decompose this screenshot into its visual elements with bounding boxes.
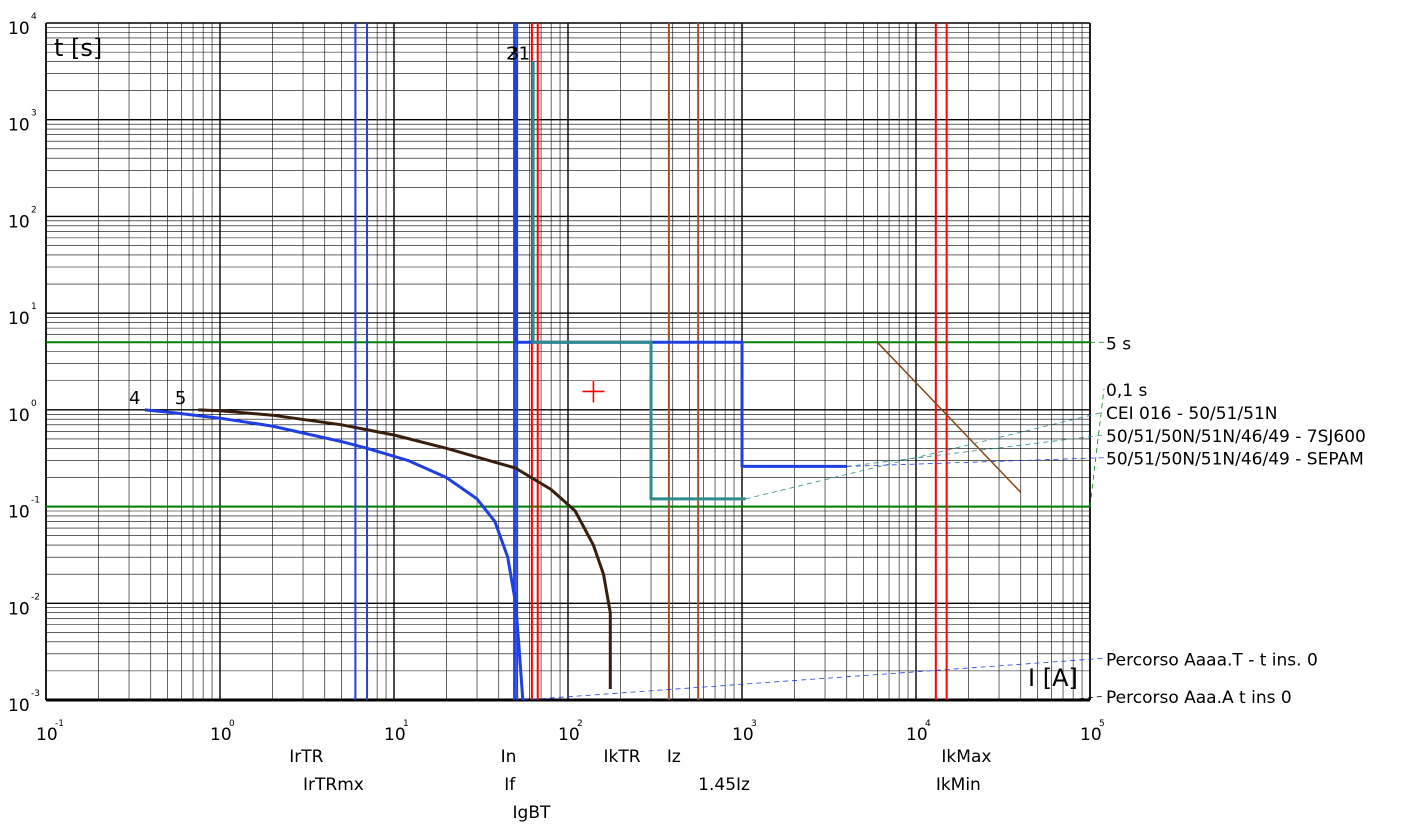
y-tick-label: 10 (8, 309, 30, 329)
curve-series-line (198, 408, 612, 689)
current-marker-label: IkTR (604, 747, 641, 767)
y-tick-exponent: -3 (31, 689, 40, 699)
x-tick-exponent: 5 (1099, 719, 1105, 729)
x-axis-title: I [A] (1028, 664, 1078, 692)
x-tick-exponent: -1 (55, 719, 64, 729)
y-tick-exponent: 2 (31, 205, 37, 215)
legend-leader (522, 657, 1105, 701)
curve-series-line (514, 61, 847, 468)
y-axis-title: t [s] (54, 34, 102, 62)
current-marker-label: Iz (667, 747, 681, 767)
y-tick-label: 10 (8, 503, 30, 523)
y-tick-label: 10 (8, 696, 30, 716)
legend-entry: CEI 016 - 50/51/51N (1106, 404, 1278, 424)
y-tick-label: 10 (8, 116, 30, 136)
x-tick-label: 10 (558, 725, 580, 745)
y-tick-exponent: 1 (31, 302, 37, 312)
x-tick-label: 10 (384, 725, 406, 745)
legend-entry: 50/51/50N/51N/46/49 - 7SJ600 (1106, 427, 1366, 447)
y-tick-label: 10 (8, 406, 30, 426)
curve-number-label: 4 (129, 388, 140, 409)
y-tick-exponent: 3 (31, 109, 37, 119)
curve-series-line (144, 408, 525, 701)
x-tick-label: 10 (1080, 725, 1102, 745)
y-tick-label: 10 (8, 19, 30, 39)
legend-leader (745, 411, 1105, 500)
legend-leader-lines (522, 341, 1105, 701)
x-tick-exponent: 1 (403, 719, 409, 729)
legend-entry: 5 s (1106, 334, 1131, 354)
current-marker-label: IkMin (936, 775, 981, 795)
curve-number-label: 2 (506, 43, 517, 64)
current-marker-label: IgBT (513, 803, 551, 823)
current-marker-label: If (504, 775, 516, 795)
y-tick-exponent: -2 (31, 592, 40, 602)
current-marker-label: IrTRmx (303, 775, 364, 795)
curve-series-line (531, 61, 746, 501)
x-tick-exponent: 0 (229, 719, 235, 729)
grid-major (45, 22, 1091, 702)
x-tick-label: 10 (732, 725, 754, 745)
legend-entry: 50/51/50N/51N/46/49 - SEPAM (1106, 450, 1364, 470)
y-tick-label: 10 (8, 599, 30, 619)
curve-number-label: 3 (508, 43, 519, 64)
x-tick-exponent: 2 (577, 719, 583, 729)
legend-leader (846, 434, 1105, 467)
legend-entry: 0,1 s (1106, 381, 1147, 401)
legend-entry: Percorso Aaa.A t ins 0 (1106, 688, 1292, 708)
current-marker-label: In (501, 747, 517, 767)
curve-series-line (876, 341, 1022, 493)
y-tick-exponent: 4 (31, 12, 37, 22)
current-marker-label: 1.45Iz (698, 775, 750, 795)
current-marker-label: IrTR (289, 747, 323, 767)
current-marker-label: IkMax (941, 747, 991, 767)
legend-entry: Percorso Aaaa.T - t ins. 0 (1106, 650, 1318, 670)
x-tick-label: 10 (906, 725, 928, 745)
x-tick-label: 10 (36, 725, 58, 745)
x-tick-exponent: 3 (751, 719, 757, 729)
y-tick-label: 10 (8, 212, 30, 232)
curve-series (144, 61, 1022, 701)
y-tick-exponent: 0 (31, 399, 37, 409)
chart-labels: 4 512310-11001011021031041051041031021011… (8, 12, 1366, 823)
legend-leader (1089, 388, 1105, 507)
x-tick-label: 10 (210, 725, 232, 745)
curve-number-label: 5 (175, 388, 186, 409)
legend-leader (846, 457, 1105, 467)
legend-leader (1069, 695, 1105, 701)
curve-number-label: 1 (519, 43, 530, 64)
y-tick-exponent: -1 (31, 496, 40, 506)
x-tick-exponent: 4 (925, 719, 931, 729)
